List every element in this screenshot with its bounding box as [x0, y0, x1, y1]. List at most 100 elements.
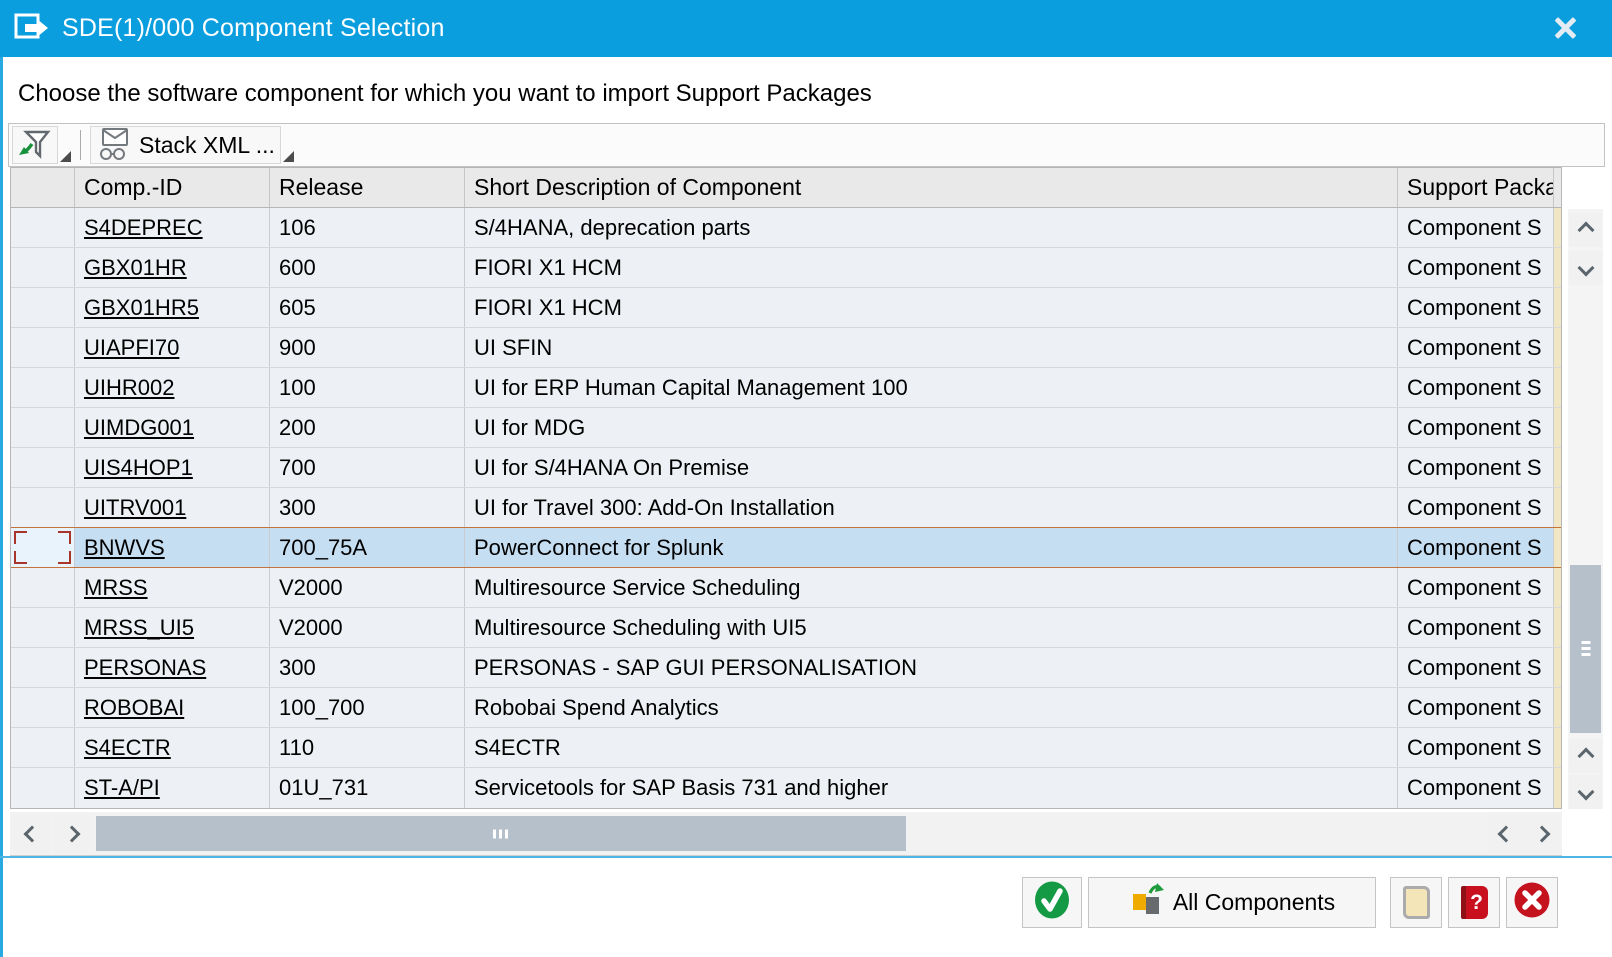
table-row: S4DEPREC 106 S/4HANA, deprecation parts …: [11, 208, 1561, 248]
create-note-button[interactable]: [1390, 877, 1442, 928]
row-selector-cell[interactable]: [11, 208, 75, 247]
row-comp-id-cell: MRSS_UI5: [75, 608, 270, 647]
row-release-cell: 600: [270, 248, 465, 287]
stack-xml-dropdown-corner-icon[interactable]: [282, 151, 294, 162]
row-selector-cell[interactable]: [11, 328, 75, 367]
comp-id-link[interactable]: ST-A/PI: [84, 775, 160, 800]
row-selector-cell[interactable]: [11, 528, 75, 567]
row-selector-cell[interactable]: [11, 368, 75, 407]
row-support-package-cell: Component S: [1398, 688, 1554, 727]
filter-dropdown-corner-icon[interactable]: [60, 151, 71, 162]
comp-id-link[interactable]: ROBOBAI: [84, 694, 185, 720]
filter-button[interactable]: [12, 126, 58, 164]
row-description-cell: S4ECTR: [465, 728, 1398, 767]
row-release-cell: 01U_731: [270, 768, 465, 808]
instruction-text: Choose the software component for which …: [18, 80, 872, 107]
scroll-up-button[interactable]: [1569, 213, 1602, 247]
row-support-package-cell: Component S: [1398, 368, 1554, 407]
row-support-package-cell: Component S: [1398, 488, 1554, 527]
row-comp-id-cell: PERSONAS: [75, 648, 270, 687]
help-button[interactable]: ?: [1448, 877, 1500, 928]
modal-dialog-icon: [14, 12, 50, 45]
comp-id-link[interactable]: UIHR002: [84, 374, 175, 400]
table-toolbar: Stack XML ...: [8, 123, 1605, 167]
row-selector-cell[interactable]: [11, 688, 75, 727]
scroll-left-button[interactable]: [14, 815, 50, 853]
comp-id-link[interactable]: BNWVS: [84, 534, 165, 560]
row-release-cell: 110: [270, 728, 465, 767]
row-selector-cell[interactable]: [11, 648, 75, 687]
row-support-package-cell: Component S: [1398, 288, 1554, 327]
thumb-grip-icon: [1581, 641, 1590, 657]
row-selector-cell[interactable]: [11, 728, 75, 767]
red-cross-icon: [1512, 880, 1552, 925]
row-support-package-cell: Component S: [1398, 768, 1554, 808]
chevron-right-icon: [63, 825, 81, 843]
comp-id-link[interactable]: MRSS_UI5: [84, 614, 195, 640]
row-selector-cell[interactable]: [11, 568, 75, 607]
row-truncated-column-sliver: [1554, 208, 1561, 247]
display-envelope-glasses-icon: [96, 125, 132, 166]
row-selector-cell[interactable]: [11, 608, 75, 647]
help-question-glyph: ?: [1470, 890, 1483, 914]
all-components-button[interactable]: All Components: [1088, 877, 1376, 928]
row-description-cell: UI for ERP Human Capital Management 100: [465, 368, 1398, 407]
vertical-scrollbar-thumb[interactable]: [1570, 565, 1601, 733]
comp-id-link[interactable]: S4ECTR: [84, 734, 171, 760]
comp-id-link[interactable]: PERSONAS: [84, 654, 207, 680]
row-release-cell: V2000: [270, 568, 465, 607]
row-release-cell: 300: [270, 488, 465, 527]
row-release-cell: 100: [270, 368, 465, 407]
comp-id-link[interactable]: GBX01HR5: [84, 294, 199, 320]
row-selector-cell[interactable]: [11, 408, 75, 447]
row-comp-id-cell: UIS4HOP1: [75, 448, 270, 487]
row-support-package-cell: Component S: [1398, 528, 1554, 567]
scroll-right-button[interactable]: [54, 815, 90, 853]
row-release-cell: 300: [270, 648, 465, 687]
row-selector-cell[interactable]: [11, 768, 75, 808]
comp-id-link[interactable]: UIAPFI70: [84, 334, 180, 360]
row-selector-cell[interactable]: [11, 288, 75, 327]
content-separator-line: [0, 856, 1612, 858]
column-scroll-right-button[interactable]: [1524, 815, 1560, 853]
row-comp-id-cell: UITRV001: [75, 488, 270, 527]
comp-id-link[interactable]: UIMDG001: [84, 414, 195, 440]
row-support-package-cell: Component S: [1398, 248, 1554, 287]
comp-id-link[interactable]: UIS4HOP1: [84, 454, 193, 480]
chevron-down-icon: [1577, 259, 1594, 277]
scroll-up-button-bottom[interactable]: [1569, 739, 1602, 773]
row-comp-id-cell: UIHR002: [75, 368, 270, 407]
table-row: PERSONAS 300 PERSONAS - SAP GUI PERSONAL…: [11, 648, 1561, 688]
cancel-button[interactable]: [1506, 877, 1558, 928]
row-release-cell: 605: [270, 288, 465, 327]
row-release-cell: 900: [270, 328, 465, 367]
ok-button[interactable]: [1022, 877, 1082, 928]
row-description-cell: UI for Travel 300: Add-On Installation: [465, 488, 1398, 527]
row-comp-id-cell: UIMDG001: [75, 408, 270, 447]
scroll-down-button-bottom[interactable]: [1569, 775, 1602, 809]
row-comp-id-cell: S4DEPREC: [75, 208, 270, 247]
row-description-cell: UI for S/4HANA On Premise: [465, 448, 1398, 487]
row-truncated-column-sliver: [1554, 768, 1561, 808]
header-release: Release: [270, 168, 465, 207]
scroll-down-button[interactable]: [1569, 251, 1602, 285]
green-check-icon: [1032, 879, 1072, 926]
component-table: Comp.-ID Release Short Description of Co…: [10, 167, 1562, 809]
row-selector-cell[interactable]: [11, 488, 75, 527]
comp-id-link[interactable]: UITRV001: [84, 494, 187, 520]
column-scroll-left-button[interactable]: [1488, 815, 1524, 853]
comp-id-link[interactable]: GBX01HR: [84, 254, 187, 280]
close-icon[interactable]: [1550, 14, 1578, 42]
all-components-icon: [1129, 881, 1167, 925]
row-comp-id-cell: BNWVS: [75, 528, 270, 567]
row-selector-cell[interactable]: [11, 248, 75, 287]
stack-xml-button[interactable]: Stack XML ...: [90, 126, 281, 164]
row-comp-id-cell: S4ECTR: [75, 728, 270, 767]
row-selector-cell[interactable]: [11, 448, 75, 487]
row-support-package-cell: Component S: [1398, 648, 1554, 687]
comp-id-link[interactable]: S4DEPREC: [84, 214, 203, 240]
horizontal-scrollbar-thumb[interactable]: [96, 816, 906, 851]
filter-funnel-icon: [18, 126, 52, 165]
comp-id-link[interactable]: MRSS: [84, 574, 148, 600]
